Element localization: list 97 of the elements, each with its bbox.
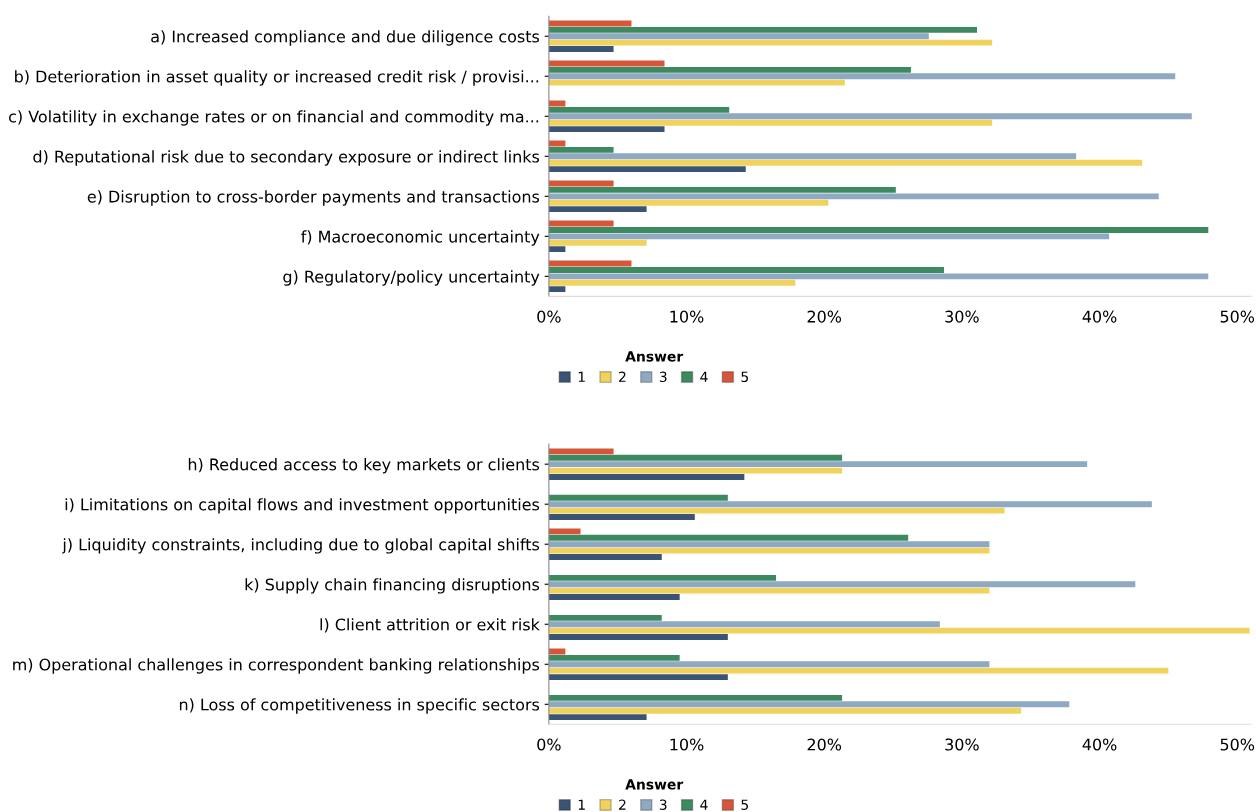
legend-label: 2 [619,799,626,810]
bar [548,467,843,474]
bar [548,66,911,73]
x-tick-label: 0% [537,738,561,751]
bar [548,714,647,721]
y-tick-label: c) Volatility in exchange rates or on financial and commodity ma... [9,110,539,126]
bar [548,26,978,33]
legend-label: 3 [659,371,667,383]
x-tick-label: 10% [670,310,704,323]
bar [548,528,581,535]
bar [548,33,929,40]
bar [548,159,1143,166]
bar [548,260,632,267]
x-tick-label: 20% [807,310,842,323]
bar [548,654,680,661]
bar [548,39,993,46]
bar [548,186,896,193]
bar [548,514,695,520]
legend-label: 5 [741,799,748,810]
bar [548,279,796,286]
bar [548,146,614,153]
bar [548,581,1136,588]
bar [548,199,829,206]
y-tick-label: m) Operational challenges in correspondent banking relationships [13,658,540,674]
bar [548,574,777,581]
legend-label: 4 [700,371,708,382]
bar [548,126,665,133]
bar [548,694,843,701]
bar [548,153,1077,160]
bar [548,79,845,86]
bar [548,507,1005,514]
bar [548,448,614,455]
bar [548,701,1070,708]
bar [548,73,1176,80]
bar [548,206,647,213]
bar [548,667,1169,674]
legend-title: Answer [625,351,684,362]
bar [548,614,662,621]
bar [548,286,566,293]
y-tick-label: e) Disruption to cross-border payments and transactions [87,190,540,206]
y-tick-label: f) Macroeconomic uncertainty [301,230,540,246]
bar [548,233,1110,240]
legend-title: Answer [625,779,684,790]
bar [548,541,990,548]
y-tick-label: l) Client attrition or exit risk [320,618,540,633]
bar [548,239,647,246]
bar [548,267,944,273]
bar [548,106,730,113]
bar [548,166,746,173]
bar [548,554,662,560]
bar [548,20,632,27]
x-tick-label: 0% [537,310,561,323]
bar [548,494,728,501]
bar [548,461,1088,468]
bar [548,707,1022,714]
bar [548,273,1209,280]
x-tick-label: 30% [945,310,979,323]
x-tick-label: 40% [1082,310,1117,323]
bar [548,621,940,628]
bar [548,46,614,52]
bar [548,113,1192,120]
x-tick-label: 30% [945,738,979,751]
y-tick-label: i) Limitations on capital flows and investment opportunities [65,498,540,514]
bar [548,634,728,641]
bar [548,227,1209,233]
bar [548,627,1250,634]
x-tick-label: 50% [1220,310,1255,323]
bar [548,534,909,541]
y-tick-label: n) Loss of competitiveness in specific sectors [179,698,540,714]
x-tick-label: 20% [807,738,842,751]
y-tick-label: g) Regulatory/policy uncertainty [283,270,540,286]
bar [548,661,990,668]
legend-label: 2 [619,371,626,382]
y-tick-label: j) Liquidity constraints, including due to global capital shifts [62,538,540,554]
bar [548,501,1152,508]
bar [548,674,728,681]
bar [548,547,990,554]
bar [548,587,990,594]
y-tick-label: k) Supply chain financing disruptions [245,578,540,594]
y-tick-label: h) Reduced access to key markets or clients [188,458,540,474]
x-tick-label: 10% [670,738,704,751]
legend-label: 3 [659,799,667,810]
x-tick-label: 40% [1082,738,1117,751]
y-tick-label: a) Increased compliance and due diligence costs [151,30,540,46]
legend-label: 4 [700,799,708,810]
bar [548,594,680,600]
legend-label: 1 [578,371,585,382]
bar [548,454,843,461]
bar [548,246,566,253]
bar [548,474,745,480]
y-tick-label: b) Deterioration in asset quality or increased credit risk / provisi... [15,70,539,86]
y-tick-label: d) Reputational risk due to secondary exposure or indirect links [33,150,540,166]
x-tick-label: 50% [1220,738,1255,751]
legend-label: 5 [741,371,748,383]
legend-label: 1 [578,799,585,810]
bar [548,193,1159,200]
bar [548,119,993,126]
